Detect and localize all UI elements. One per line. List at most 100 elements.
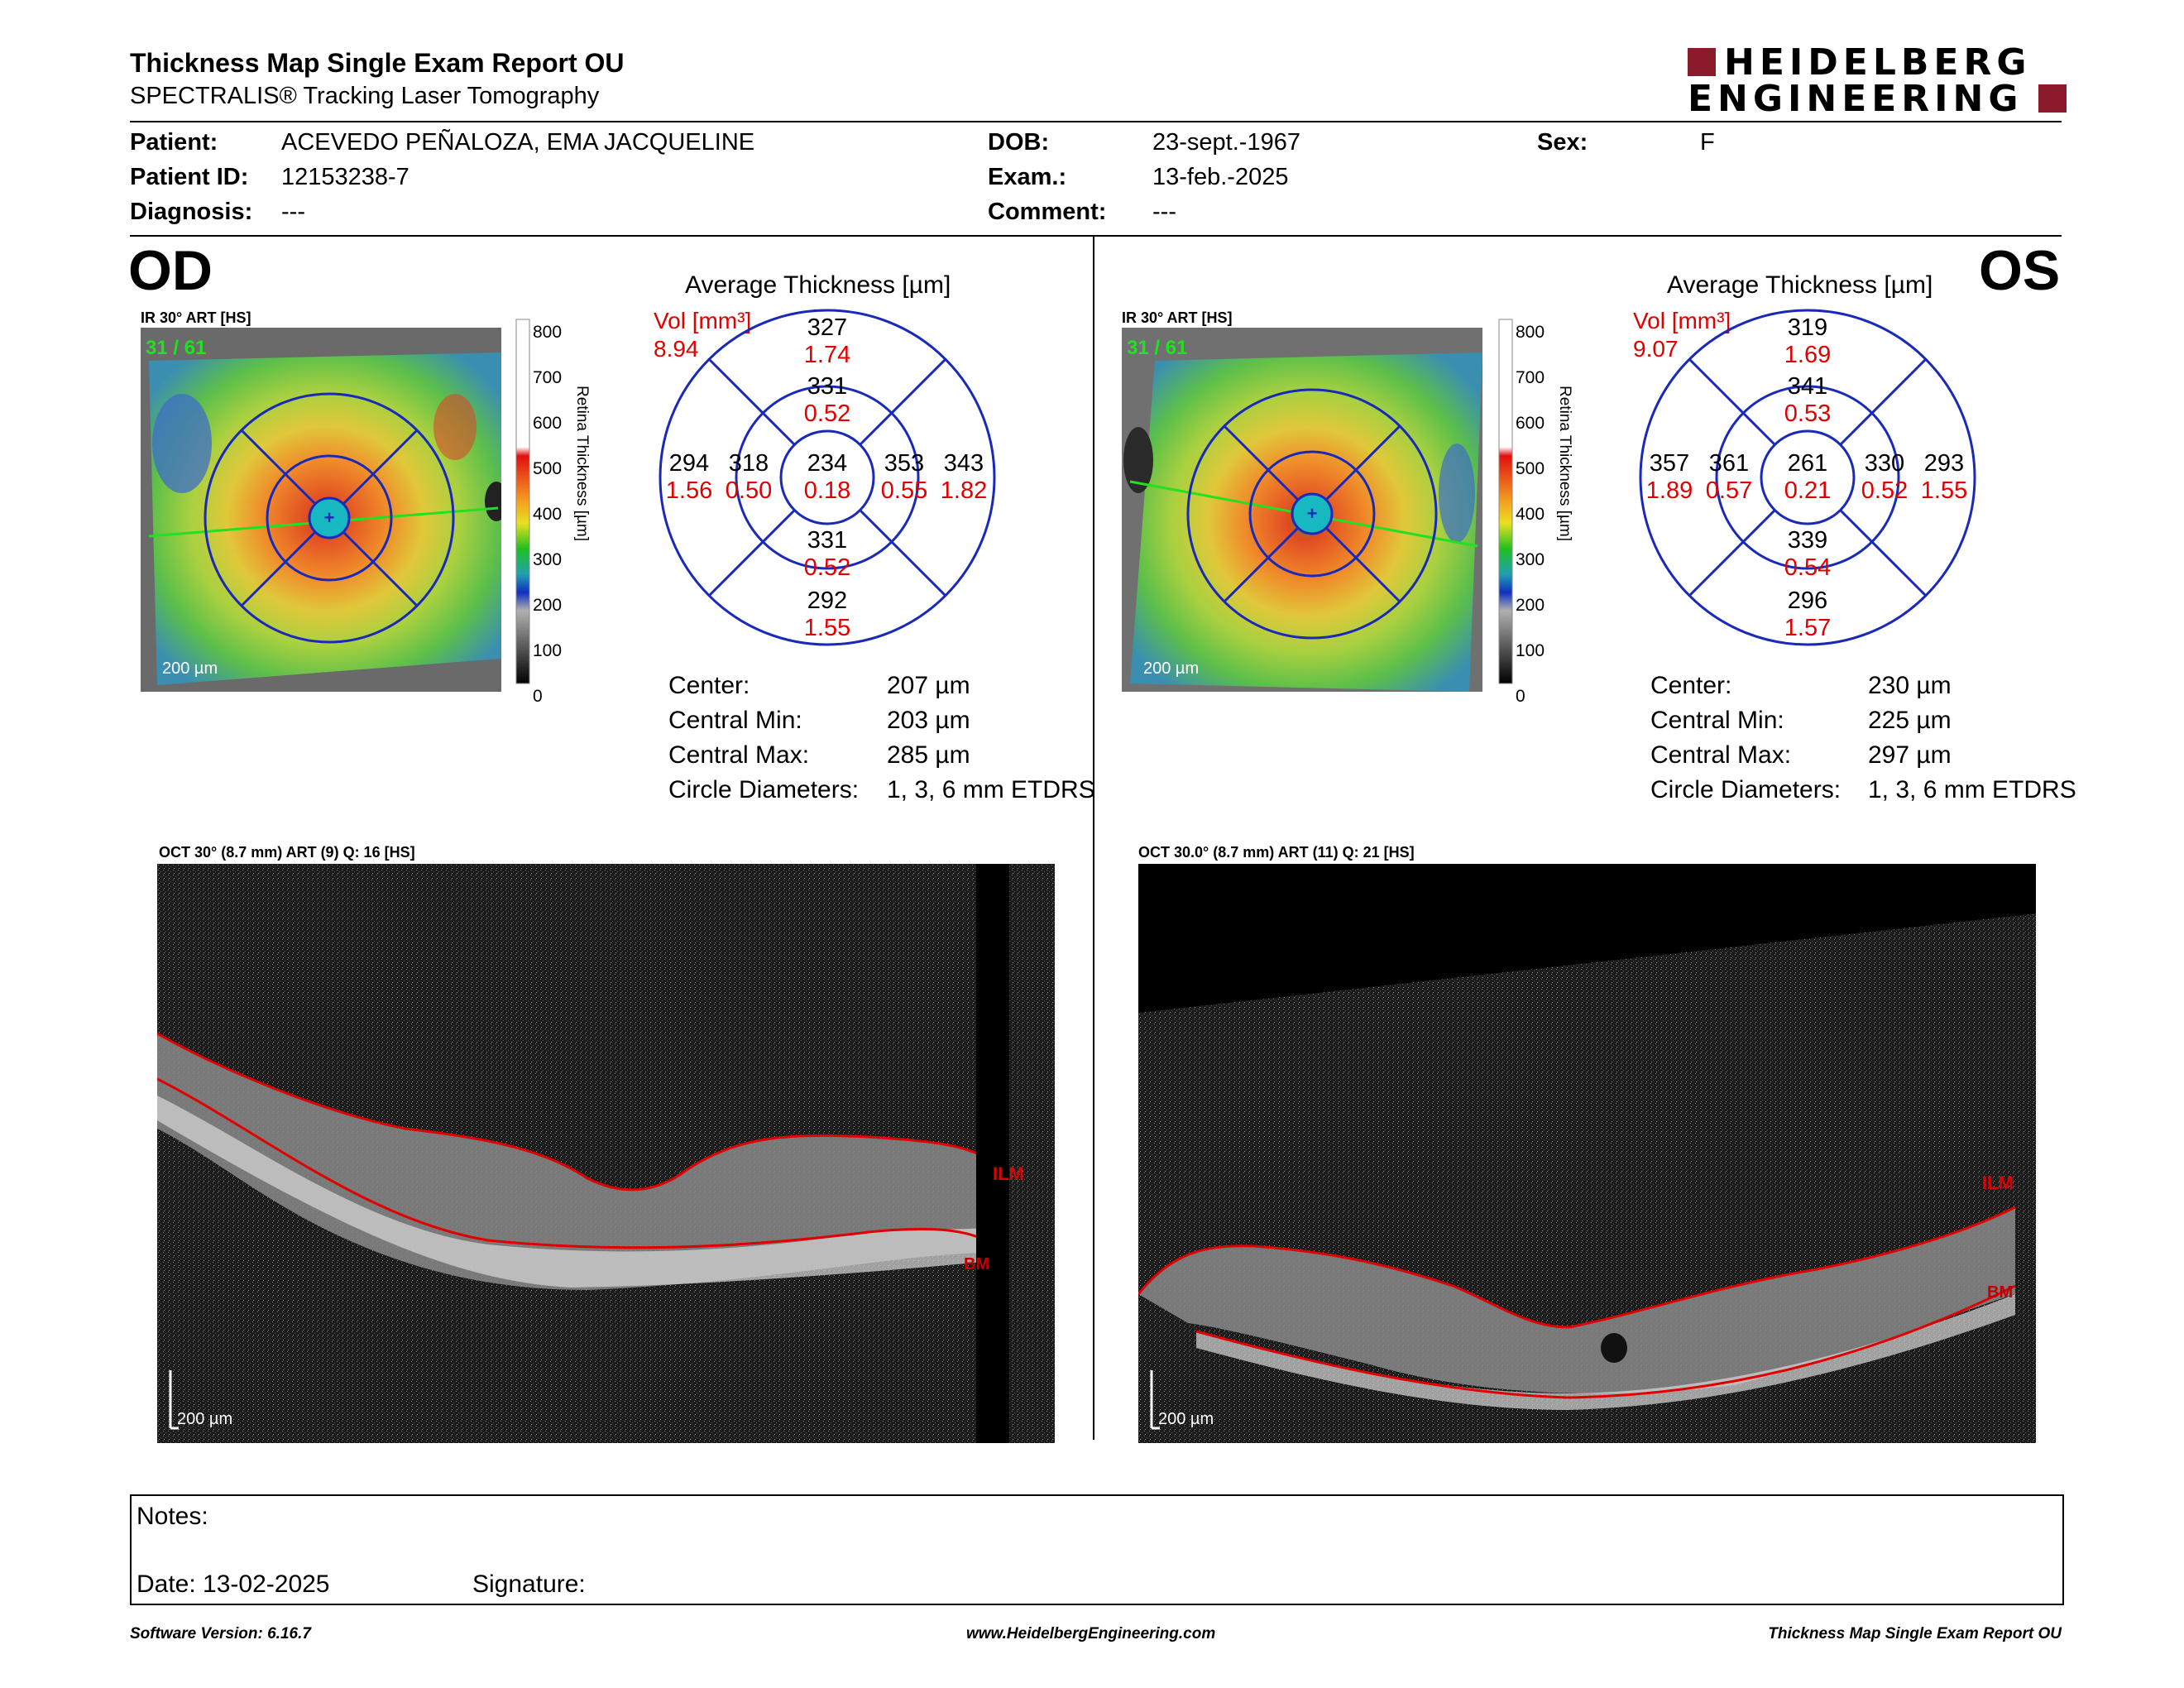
od-center: 234 0.18 [799, 450, 855, 505]
od-frame-counter: 31 / 61 [146, 337, 206, 359]
header-rule-top [130, 121, 2062, 122]
os-outer-top-thickness: 319 [1787, 314, 1828, 341]
patient-label: Patient: [130, 129, 218, 156]
od-outer-top: 327 1.74 [802, 314, 852, 369]
os-outer-top: 319 1.69 [1783, 314, 1832, 369]
od-stats-labels: Center: Central Min: Central Max: Circle… [668, 669, 859, 808]
os-center-volume: 0.21 [1784, 477, 1832, 504]
od-inner-right-thickness: 353 [884, 450, 925, 477]
od-outer-right-thickness: 343 [943, 450, 984, 477]
notes-date: Date: 13-02-2025 [136, 1571, 330, 1598]
os-inner-right: 330 0.52 [1857, 450, 1912, 505]
colorbar-tick: 100 [533, 641, 563, 660]
od-colorbar: 800 700 600 500 400 300 200 100 0 Retina… [510, 311, 617, 706]
colorbar-tick: 0 [533, 687, 543, 706]
od-oct-caption: OCT 30° (8.7 mm) ART (9) Q: 16 [HS] [159, 844, 415, 861]
od-stat-value: 285 µm [887, 741, 970, 769]
od-inner-left-thickness: 318 [728, 450, 769, 477]
od-etdrs-grid [658, 308, 997, 647]
colorbar-tick: 800 [533, 323, 563, 342]
od-outer-left-thickness: 294 [668, 450, 710, 477]
od-center-thickness: 234 [807, 450, 848, 477]
dob-value: 23-sept.-1967 [1152, 129, 1300, 156]
od-bm-label: BM [964, 1255, 989, 1273]
os-stat-label: Central Min: [1650, 707, 1784, 734]
od-inner-top-thickness: 331 [807, 373, 848, 400]
os-outer-top-volume: 1.69 [1784, 342, 1832, 368]
diagnosis-label: Diagnosis: [130, 199, 253, 225]
colorbar-tick: 600 [533, 414, 563, 433]
os-stat-label: Circle Diameters: [1650, 776, 1842, 803]
os-center-thickness: 261 [1787, 450, 1828, 477]
od-colorbar-label: Retina Thickness [µm] [573, 386, 591, 541]
od-inner-bottom-volume: 0.52 [803, 554, 851, 581]
od-outer-top-thickness: 327 [807, 314, 848, 341]
os-oct-caption: OCT 30.0° (8.7 mm) ART (11) Q: 21 [HS] [1138, 844, 1415, 861]
patient-id-label: Patient ID: [130, 164, 249, 190]
diagnosis-value: --- [281, 199, 305, 225]
od-avg-title: Average Thickness [µm] [685, 271, 951, 299]
od-oct-bscan: ILM BM 200 µm [156, 864, 1055, 1443]
os-stats-labels: Center: Central Min: Central Max: Circle… [1650, 669, 1841, 808]
colorbar-tick: 300 [533, 550, 563, 569]
os-vol-value: 9.07 [1633, 336, 1679, 362]
os-inner-right-volume: 0.52 [1861, 477, 1909, 504]
os-inner-bottom: 339 0.54 [1783, 527, 1832, 582]
os-stat-value: 230 µm [1868, 672, 1952, 699]
colorbar-tick: 500 [533, 459, 563, 478]
eye-divider [1093, 237, 1094, 1440]
os-vol-label: Vol [mm³] [1633, 308, 1731, 333]
os-stat-value: 297 µm [1868, 741, 1952, 769]
os-stat-value: 1, 3, 6 mm ETDRS [1868, 776, 2076, 803]
od-ilm-label: ILM [993, 1163, 1024, 1184]
od-outer-right: 343 1.82 [936, 450, 991, 505]
od-stat-value: 1, 3, 6 mm ETDRS [887, 776, 1095, 803]
exam-value: 13-feb.-2025 [1152, 164, 1289, 190]
od-vol-label: Vol [mm³] [654, 308, 752, 333]
os-inner-bottom-thickness: 339 [1787, 527, 1828, 554]
os-ir-caption: IR 30° ART [HS] [1122, 309, 1233, 326]
report-subtitle: SPECTRALIS® Tracking Laser Tomography [130, 83, 600, 109]
os-inner-bottom-volume: 0.54 [1784, 554, 1832, 581]
report-title: Thickness Map Single Exam Report OU [130, 48, 625, 78]
os-label: OS [1979, 239, 2061, 302]
os-inner-top-thickness: 341 [1787, 373, 1828, 400]
logo-square-bottom [2038, 84, 2067, 113]
od-stats-values: 207 µm 203 µm 285 µm 1, 3, 6 mm ETDRS [887, 669, 1095, 808]
od-outer-bottom-thickness: 292 [807, 587, 848, 614]
os-outer-right-thickness: 293 [1923, 450, 1965, 477]
notes-box[interactable]: Notes: Date: 13-02-2025 Signature: [130, 1494, 2064, 1605]
os-stat-label: Central Max: [1650, 741, 1792, 769]
od-inner-bottom-thickness: 331 [807, 527, 848, 554]
sex-label: Sex: [1537, 129, 1588, 156]
os-thickness-map: 31 / 61 200 µm + [1122, 328, 1482, 692]
footer-url[interactable]: www.HeidelbergEngineering.com [966, 1625, 1216, 1642]
os-oct-bscan: ILM BM 200 µm [1137, 864, 2036, 1443]
os-inner-left-thickness: 361 [1708, 450, 1750, 477]
os-oct-scale: 200 µm [1158, 1410, 1214, 1428]
os-colorbar: 800 700 600 500 400 300 200 100 0 Retina… [1492, 311, 1600, 706]
od-outer-left-volume: 1.56 [665, 477, 713, 504]
logo-square-top [1688, 48, 1716, 76]
heidelberg-logo: HEIDELBERG ENGINEERING [1688, 45, 2068, 117]
od-outer-right-volume: 1.82 [940, 477, 988, 504]
od-stat-value: 207 µm [887, 672, 970, 699]
os-ilm-label: ILM [1982, 1172, 2014, 1193]
colorbar-tick: 200 [1516, 596, 1545, 615]
os-inner-right-thickness: 330 [1864, 450, 1905, 477]
exam-label: Exam.: [988, 164, 1067, 190]
od-inner-top-volume: 0.52 [803, 400, 851, 427]
colorbar-tick: 0 [1516, 687, 1525, 706]
footer-version: Software Version: 6.16.7 [130, 1625, 311, 1642]
colorbar-tick: 200 [533, 596, 563, 615]
dob-label: DOB: [988, 129, 1050, 156]
od-inner-right-volume: 0.55 [880, 477, 928, 504]
od-stat-label: Center: [668, 672, 750, 699]
os-outer-bottom-thickness: 296 [1787, 587, 1828, 614]
od-inner-right: 353 0.55 [877, 450, 932, 505]
colorbar-tick: 300 [1516, 550, 1545, 569]
os-inner-left: 361 0.57 [1702, 450, 1756, 505]
od-outer-top-volume: 1.74 [803, 342, 851, 368]
comment-value: --- [1152, 199, 1176, 225]
os-colorbar-label: Retina Thickness [µm] [1556, 386, 1573, 541]
